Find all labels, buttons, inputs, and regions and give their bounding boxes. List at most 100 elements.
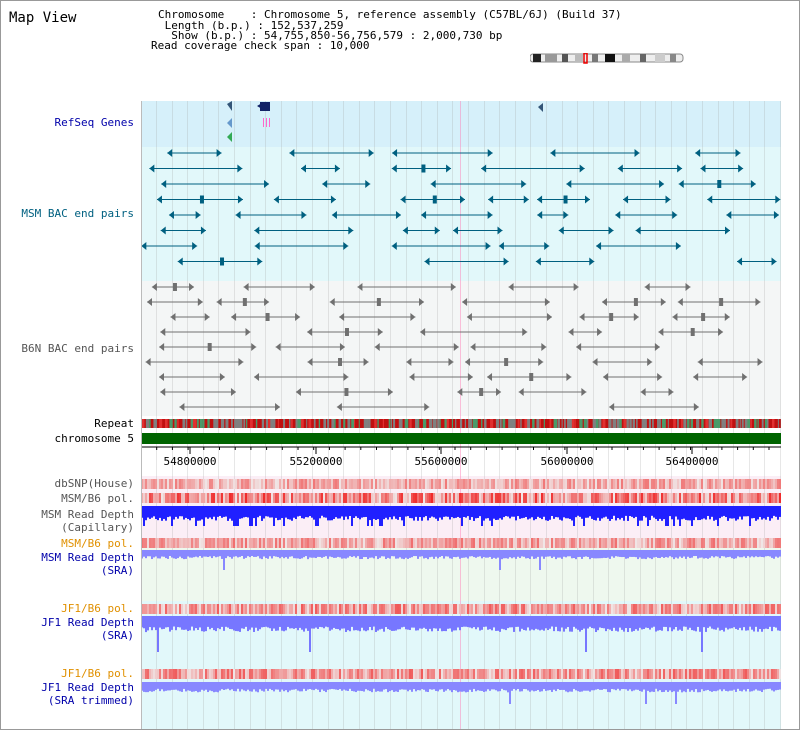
depth-bar[interactable] [281,616,283,631]
pol-cell[interactable] [187,479,189,489]
pol-cell[interactable] [145,479,147,489]
pol-cell[interactable] [147,669,149,679]
pol-cell[interactable] [303,538,305,548]
pol-cell[interactable] [445,479,447,489]
depth-bar[interactable] [551,506,553,516]
depth-bar[interactable] [351,616,353,627]
depth-bar[interactable] [609,616,611,630]
repeat-element[interactable] [153,419,157,428]
depth-bar[interactable] [755,506,757,521]
pol-cell[interactable] [175,538,177,548]
bac-end-pair[interactable] [508,283,579,291]
depth-bar[interactable] [453,616,455,631]
pol-cell[interactable] [179,669,181,679]
pol-cell[interactable] [549,604,551,614]
pol-cell[interactable] [405,604,407,614]
depth-bar[interactable] [397,616,399,630]
depth-bar[interactable] [409,682,411,690]
pol-cell[interactable] [721,604,723,614]
pol-cell[interactable] [623,479,625,489]
depth-bar[interactable] [753,550,755,558]
depth-bar[interactable] [181,616,183,630]
repeat-element[interactable] [202,419,205,428]
depth-bar[interactable] [161,506,163,521]
depth-bar[interactable] [333,682,335,690]
depth-bar[interactable] [403,506,405,526]
bac-end-pair[interactable] [601,298,666,306]
pol-cell[interactable] [355,493,357,503]
pol-cell[interactable] [149,493,151,503]
pol-cell[interactable] [275,493,277,503]
depth-bar[interactable] [301,616,303,630]
depth-bar[interactable] [237,616,239,632]
depth-bar[interactable] [601,506,603,519]
depth-bar[interactable] [201,616,203,632]
depth-bar[interactable] [749,682,751,692]
pol-cell[interactable] [637,493,639,503]
pol-cell[interactable] [353,479,355,489]
pol-cell[interactable] [167,669,169,679]
depth-bar[interactable] [607,550,609,558]
pol-cell[interactable] [521,493,523,503]
depth-bar[interactable] [625,506,627,516]
depth-bar[interactable] [677,506,679,520]
pol-cell[interactable] [397,479,399,489]
bac-end-pair[interactable] [329,298,425,306]
depth-bar[interactable] [255,682,257,692]
depth-bar[interactable] [619,616,621,628]
pol-cell[interactable] [505,669,507,679]
depth-bar[interactable] [377,682,379,692]
pol-cell[interactable] [313,669,315,679]
bac-end-pair[interactable] [617,164,683,173]
pol-cell[interactable] [211,604,213,614]
pol-cell[interactable] [501,538,503,548]
repeat-element[interactable] [586,419,589,428]
pol-cell[interactable] [675,479,677,489]
depth-bar[interactable] [215,550,217,558]
pol-cell[interactable] [597,493,599,503]
pol-cell[interactable] [213,669,215,679]
pol-cell[interactable] [211,538,213,548]
depth-bar[interactable] [317,506,319,526]
pol-cell[interactable] [245,538,247,548]
depth-bar[interactable] [215,682,217,692]
pol-cell[interactable] [501,604,503,614]
depth-bar[interactable] [255,616,257,628]
pol-cell[interactable] [247,479,249,489]
repeat-element[interactable] [437,419,440,428]
depth-bar[interactable] [645,616,647,628]
pol-cell[interactable] [433,493,435,503]
pol-cell[interactable] [695,538,697,548]
depth-bar[interactable] [457,550,459,557]
pol-cell[interactable] [389,493,391,503]
depth-bar[interactable] [449,682,451,691]
depth-bar[interactable] [751,550,753,557]
bac-end-pair[interactable] [579,313,639,321]
msm-b6-pol-label-2[interactable]: MSM/B6 pol. [61,537,134,550]
pol-cell[interactable] [567,479,569,489]
pol-cell[interactable] [581,538,583,548]
pol-cell[interactable] [669,479,671,489]
depth-bar[interactable] [423,550,425,559]
depth-bar[interactable] [645,506,647,518]
repeat-element[interactable] [696,419,700,428]
pol-cell[interactable] [441,493,443,503]
repeat-element[interactable] [213,419,218,428]
bac-end-pair[interactable] [331,211,401,219]
pol-cell[interactable] [681,669,683,679]
pol-cell[interactable] [207,604,209,614]
depth-bar[interactable] [699,550,701,558]
pol-cell[interactable] [629,604,631,614]
pol-cell[interactable] [223,493,225,503]
pol-cell[interactable] [631,493,633,503]
depth-bar[interactable] [585,616,587,652]
pol-cell[interactable] [275,538,277,548]
pol-cell[interactable] [315,669,317,679]
bac-end-pair[interactable] [697,358,763,366]
bac-end-pair[interactable] [677,298,761,306]
depth-bar[interactable] [203,506,205,526]
depth-bar[interactable] [421,682,423,690]
depth-bar[interactable] [485,550,487,558]
pol-cell[interactable] [713,538,715,548]
bac-end-pair[interactable] [374,343,459,351]
